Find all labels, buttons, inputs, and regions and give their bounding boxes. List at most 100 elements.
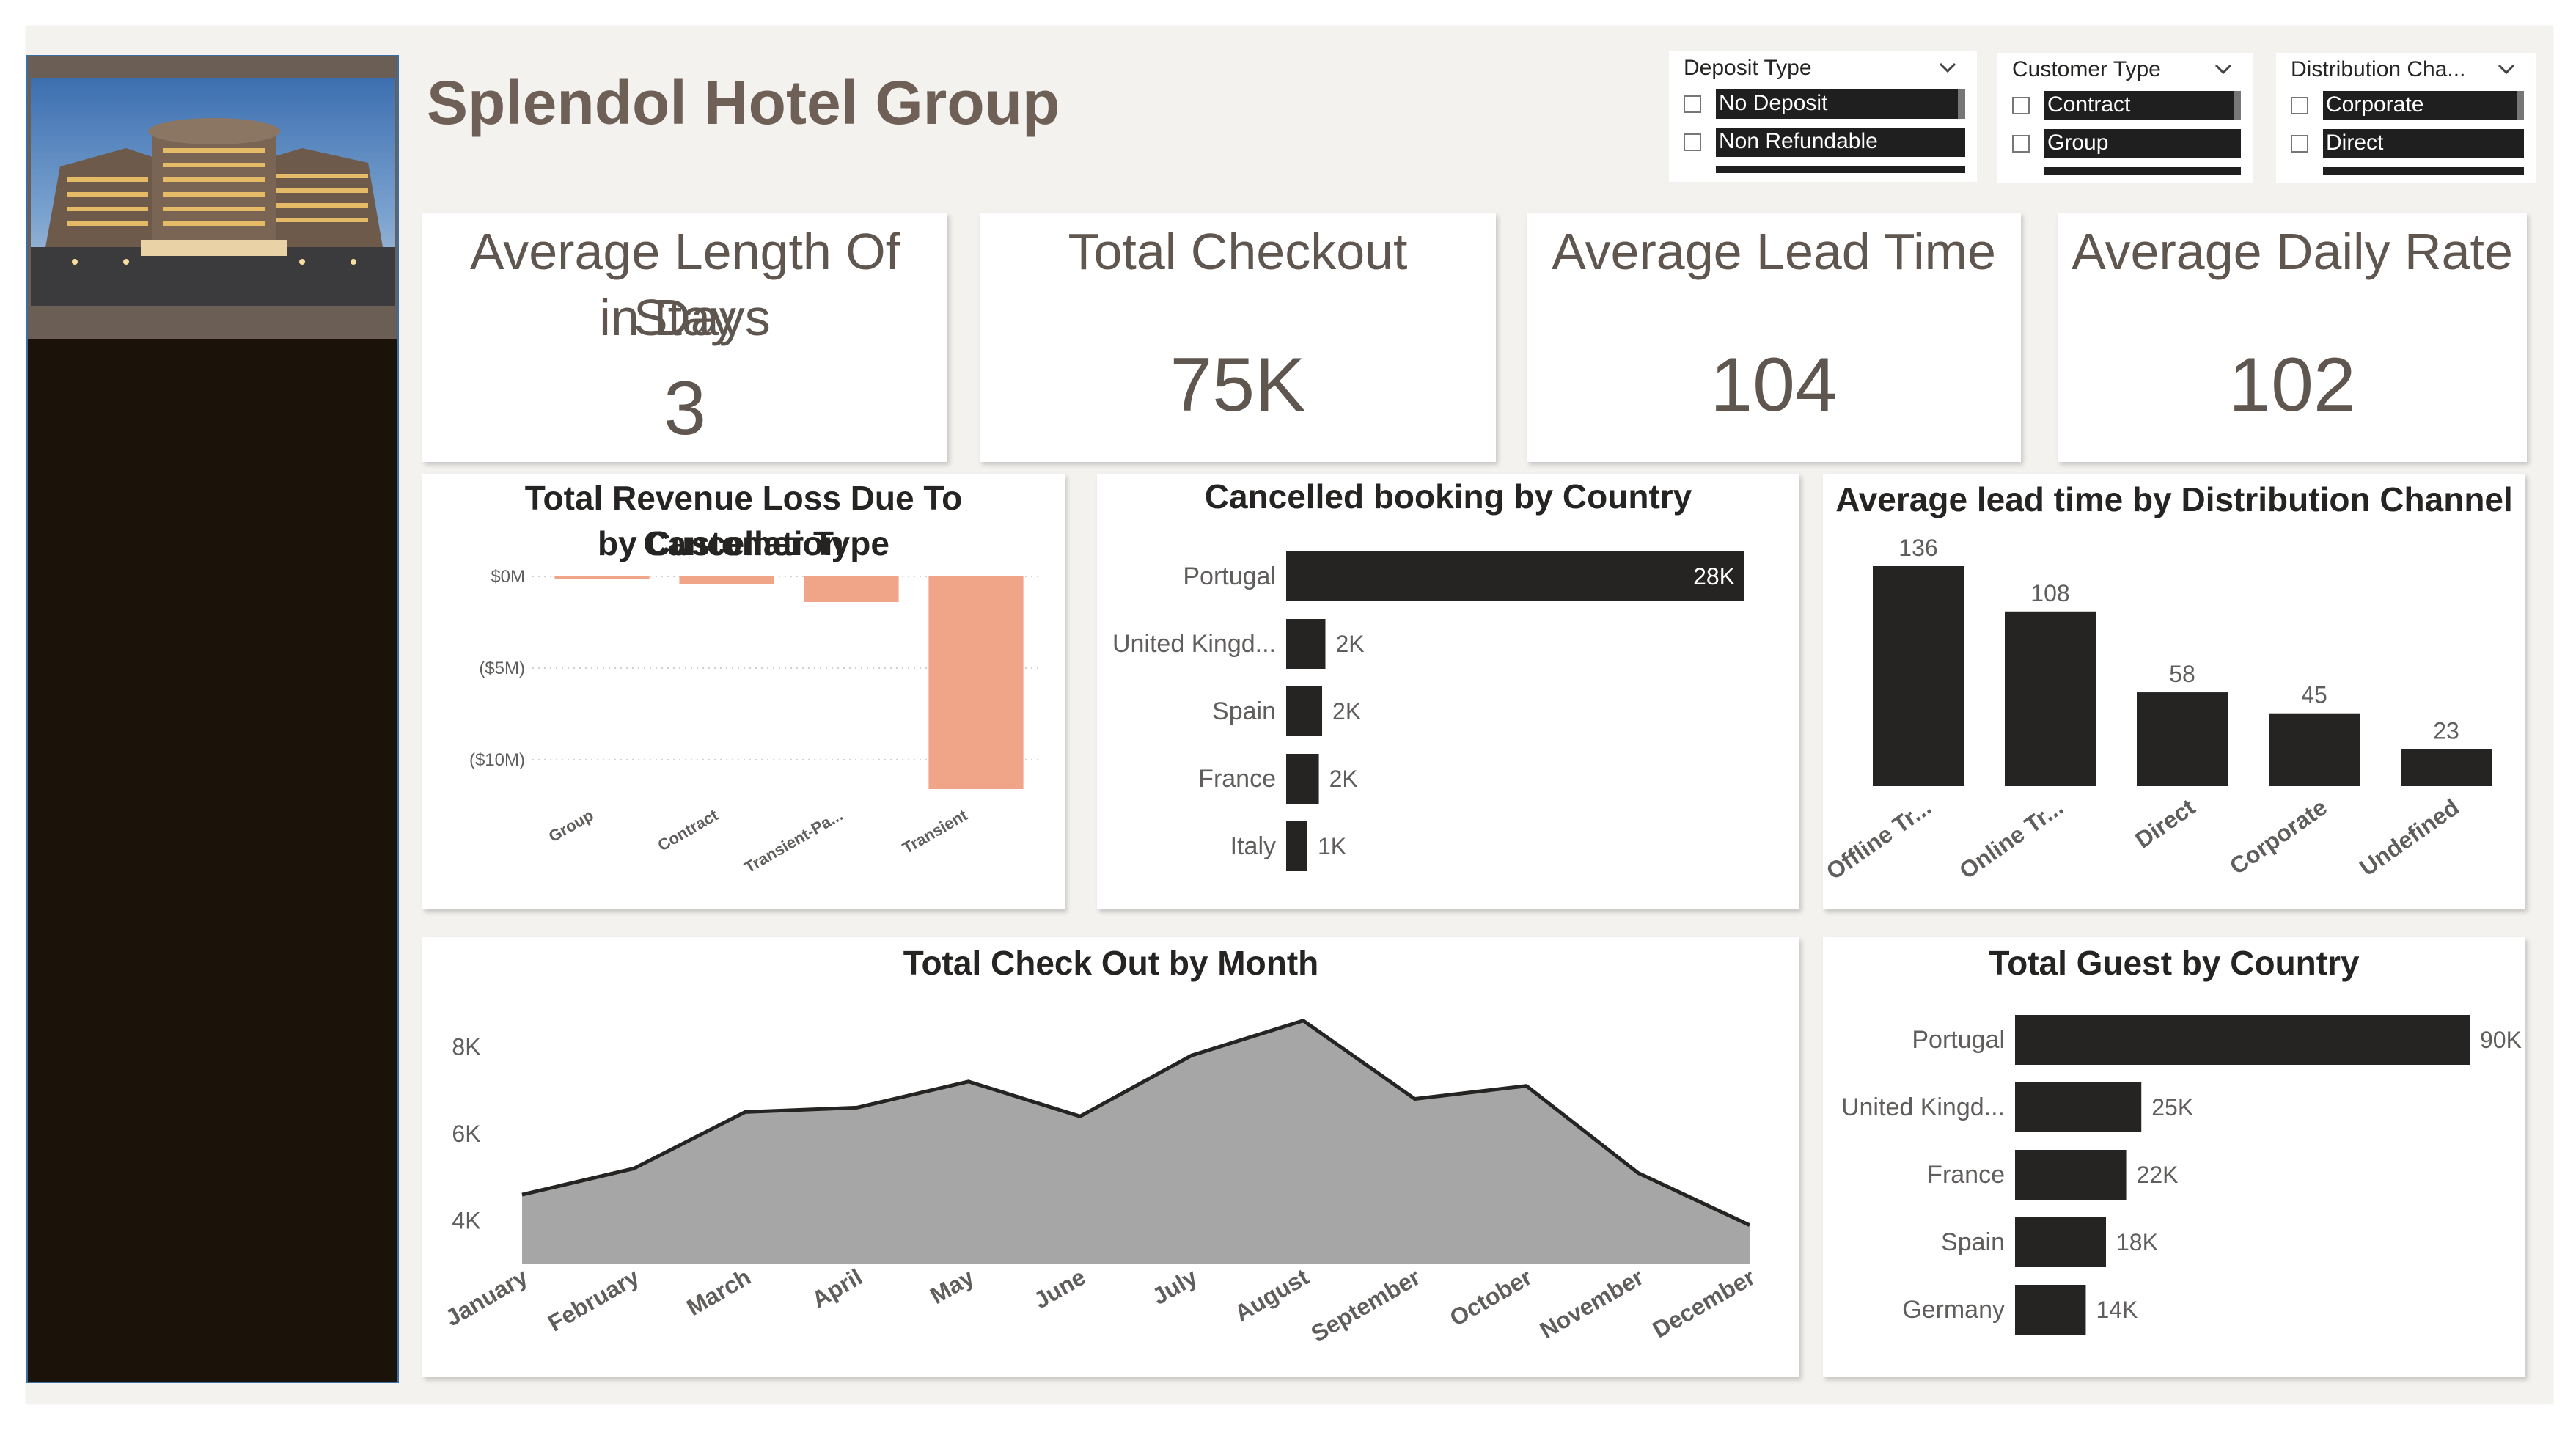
kpi-card-avg-daily-rate[interactable]: Average Daily Rate 102 (2058, 213, 2527, 462)
scrollbar[interactable] (1958, 89, 1965, 119)
kpi-value: 104 (1710, 342, 1838, 428)
slicer-title: Distribution Cha... (2291, 57, 2466, 81)
bar (2015, 1015, 2470, 1065)
slicer-option[interactable]: Direct (2291, 129, 2524, 158)
kpi-label: Average Length Of Stay (469, 223, 900, 346)
chart-lead-channel[interactable]: Average lead time by Distribution Channe… (1823, 474, 2525, 909)
checkbox[interactable] (1684, 95, 1701, 113)
slicer-option-label: Group (2047, 131, 2109, 155)
category-label: Portugal (1912, 1026, 2005, 1054)
data-label: 58 (2169, 661, 2195, 687)
cancelled-country-plot: Portugal 28K United Kingd... 2K Spain 2K Franc… (1112, 551, 1744, 871)
x-tick-label: May (925, 1264, 978, 1309)
kpi-label: in Days (599, 289, 771, 346)
x-tick-label: March (682, 1264, 755, 1321)
slicer-customer-type[interactable]: Customer Type Contract Group (1997, 53, 2253, 183)
checkbox[interactable] (2012, 97, 2030, 114)
x-tick-label: Online Tr... (1954, 793, 2068, 884)
revenue-loss-plot: $0M ($5M) ($10M) Group Contract Transient-Pa.… (469, 567, 1038, 877)
guest-country-plot: Portugal 90K United Kingd... 25K France 22K Sp… (1841, 1015, 2522, 1335)
x-tick-label: October (1445, 1264, 1536, 1332)
bar (2401, 749, 2492, 786)
x-tick-label: Corporate (2225, 793, 2332, 879)
slicer-option-partial (2012, 167, 2241, 175)
chevron-down-icon[interactable] (2210, 56, 2236, 82)
x-tick-label: April (807, 1264, 867, 1313)
chart-cancelled-country[interactable]: Cancelled booking by Country Portugal 28K… (1097, 474, 1799, 909)
slicer-distribution-channel[interactable]: Distribution Cha... Corporate Direct (2276, 53, 2536, 183)
bar (1286, 821, 1307, 871)
slicer-option[interactable]: Contract (2012, 91, 2241, 120)
category-label: France (1927, 1161, 2005, 1189)
chart-title: Cancelled booking by Country (1204, 477, 1692, 516)
kpi-value: 102 (2228, 342, 2356, 428)
checkout-month-plot: 4K 6K 8K January February March April May June Ju… (441, 1018, 1760, 1347)
x-tick-label: Direct (2130, 793, 2200, 854)
scrollbar[interactable] (2234, 91, 2241, 120)
data-label: 14K (2096, 1297, 2138, 1323)
hotel-image (31, 78, 395, 306)
chart-guest-country[interactable]: Total Guest by Country Portugal 90K United… (1823, 937, 2525, 1377)
category-label: Spain (1941, 1228, 2005, 1256)
category-label: Italy (1230, 832, 1276, 860)
x-tick-label: December (1648, 1264, 1759, 1343)
bar (679, 576, 774, 584)
checkbox[interactable] (1684, 133, 1701, 151)
x-tick-label: Transient (899, 805, 971, 857)
bar (2015, 1150, 2127, 1200)
data-label: 22K (2137, 1162, 2179, 1188)
slicer-option[interactable]: Group (2012, 129, 2241, 158)
chart-title: Average lead time by Distribution Channe… (1835, 480, 2513, 518)
data-label: 1K (1318, 833, 1346, 859)
y-tick-label: 4K (452, 1208, 480, 1234)
slicer-option-label: Contract (2047, 92, 2131, 117)
scrollbar[interactable] (2517, 91, 2524, 120)
x-tick-label: Undefined (2355, 793, 2464, 881)
data-label: 18K (2116, 1229, 2158, 1255)
x-tick-label: January (441, 1264, 532, 1332)
slicer-option-partial (2291, 167, 2524, 175)
chart-title: Total Revenue Loss Due To Cancellation (524, 479, 963, 562)
data-label: 2K (1335, 631, 1364, 657)
x-tick-label: June (1030, 1264, 1090, 1314)
x-tick-label: August (1230, 1264, 1313, 1327)
bar (804, 576, 899, 602)
slicer-option[interactable]: Corporate (2291, 91, 2524, 120)
x-tick-label: Group (546, 806, 597, 846)
y-tick-label: ($5M) (479, 659, 525, 678)
data-label: 23 (2433, 717, 2459, 744)
x-tick-label: February (543, 1264, 644, 1337)
checkbox[interactable] (2291, 135, 2308, 153)
chart-revenue-loss[interactable]: Total Revenue Loss Due To Cancellation b… (422, 474, 1065, 909)
y-tick-label: ($10M) (469, 750, 525, 770)
checkbox[interactable] (2291, 97, 2308, 114)
kpi-label: Average Lead Time (1552, 223, 1996, 280)
x-tick-label: September (1307, 1264, 1425, 1347)
chevron-down-icon[interactable] (1934, 54, 1961, 81)
category-label: Germany (1902, 1296, 2005, 1324)
sidebar (26, 55, 399, 1383)
x-tick-label: Offline Tr... (1823, 793, 1936, 884)
data-label: 90K (2480, 1027, 2522, 1053)
slicer-option-label: No Deposit (1719, 91, 1828, 115)
slicer-option[interactable]: Non Refundable (1684, 128, 1965, 157)
data-label: 108 (2030, 580, 2069, 606)
x-tick-label: Contract (655, 805, 722, 854)
kpi-label: Average Daily Rate (2072, 223, 2513, 280)
bar (554, 576, 650, 579)
series-line (521, 1018, 1751, 1227)
chart-title: by Customer Type (598, 524, 889, 562)
chart-checkout-month[interactable]: Total Check Out by Month 4K 6K 8K January Fe… (422, 937, 1799, 1377)
x-tick-label: Transient-Pa... (741, 806, 846, 877)
data-label: 2K (1329, 766, 1358, 792)
kpi-card-avg-stay[interactable]: Average Length Of Stay in Days 3 (422, 213, 947, 462)
chevron-down-icon[interactable] (2493, 56, 2520, 82)
slicer-title: Customer Type (2012, 57, 2161, 81)
checkbox[interactable] (2012, 135, 2030, 153)
bar (2005, 611, 2096, 786)
slicer-deposit-type[interactable]: Deposit Type No Deposit Non Refundable (1669, 51, 1977, 182)
kpi-card-avg-lead-time[interactable]: Average Lead Time 104 (1527, 213, 2021, 462)
kpi-card-total-checkout[interactable]: Total Checkout 75K (980, 213, 1496, 462)
slicer-option[interactable]: No Deposit (1684, 89, 1965, 119)
chart-title: Total Guest by Country (1989, 944, 2360, 982)
